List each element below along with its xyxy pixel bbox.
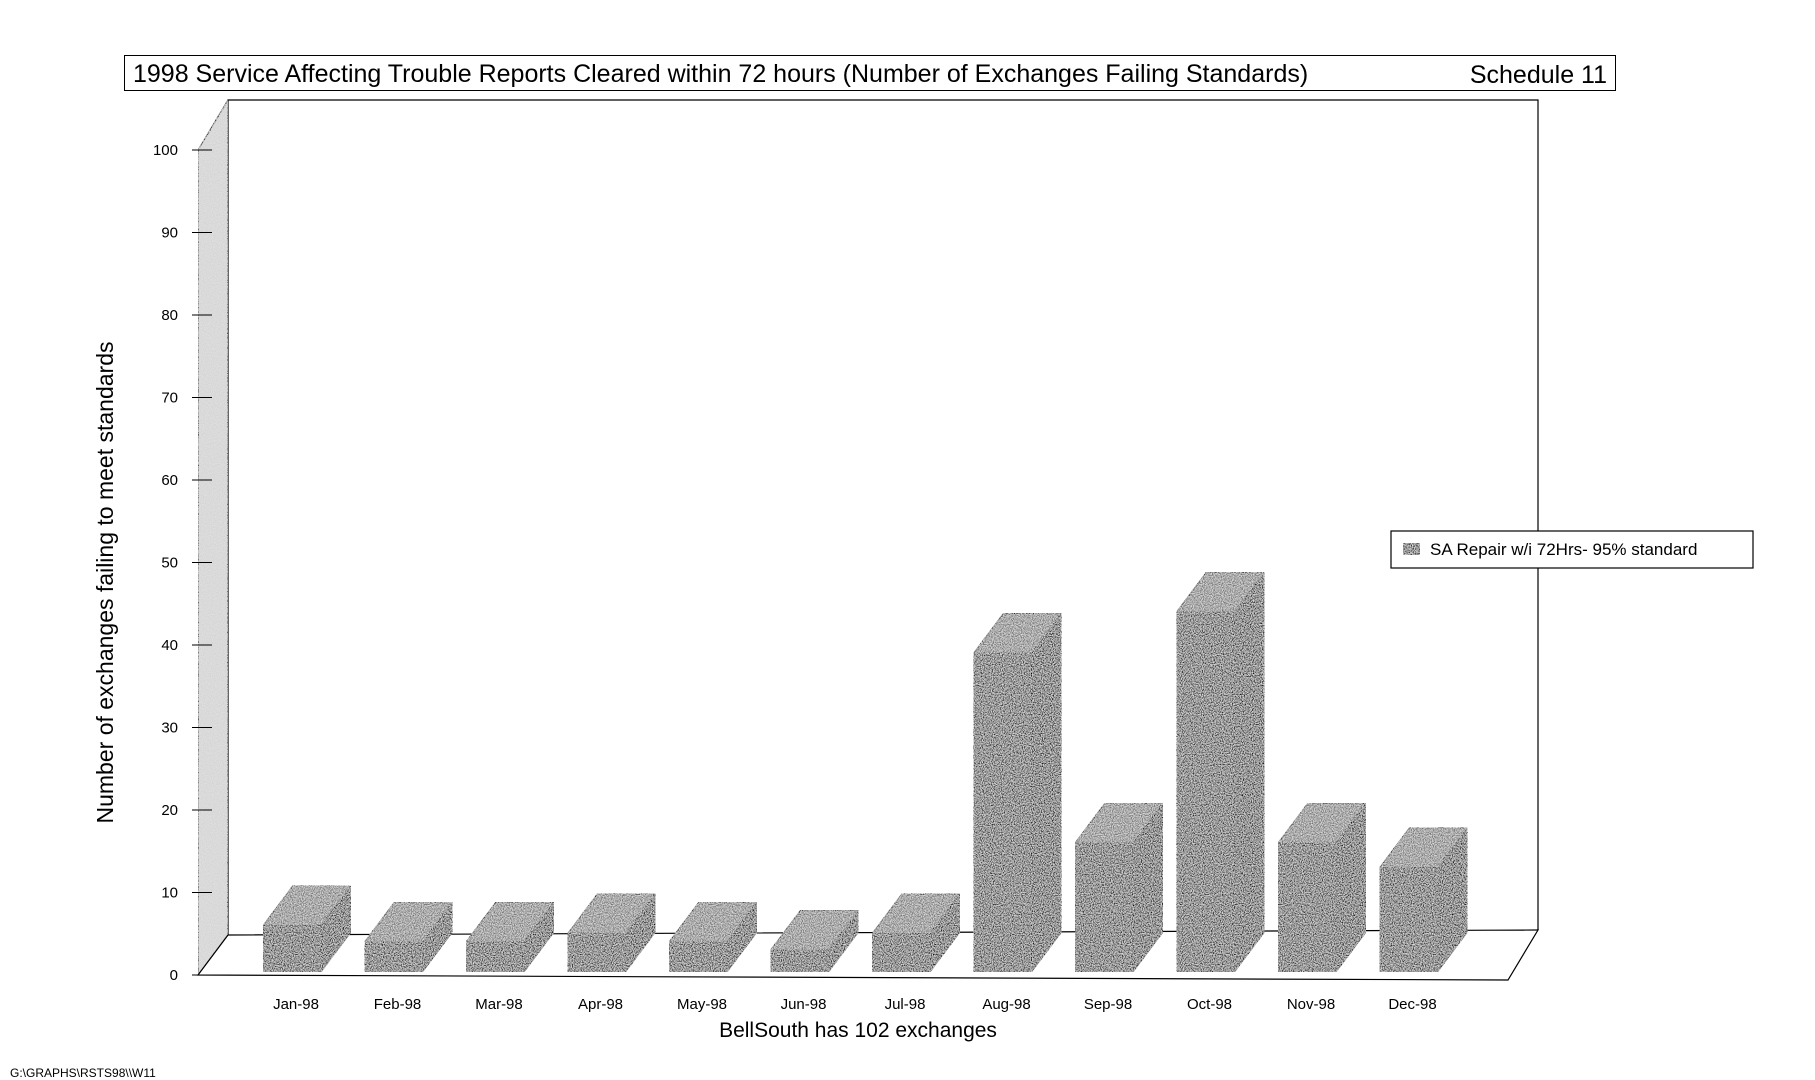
file-path-footer: G:\GRAPHS\RSTS98\\W11 bbox=[10, 1066, 156, 1080]
bar-side bbox=[1234, 570, 1265, 974]
x-tick-label: Feb-98 bbox=[374, 996, 422, 1013]
y-tick-label: 20 bbox=[161, 802, 178, 819]
bar-jan-98 bbox=[262, 925, 322, 973]
bar-top bbox=[1074, 802, 1164, 844]
y-axis-label: Number of exchanges failing to meet stan… bbox=[92, 342, 118, 824]
bar-oct-98 bbox=[1176, 611, 1235, 973]
schedule-label: Schedule 11 bbox=[1469, 61, 1607, 89]
chart-canvas: 0 10 20 30 40 50 60 70 80 90 100 Number of exchange… bbox=[92, 97, 1754, 1042]
x-tick-label: May-98 bbox=[677, 996, 727, 1013]
x-tick-label: Jul-98 bbox=[885, 996, 926, 1013]
x-tick-label: Mar-98 bbox=[475, 996, 523, 1013]
bar-top bbox=[972, 612, 1063, 654]
legend: SA Repair w/i 72Hrs- 95% standard bbox=[1390, 530, 1754, 569]
bar-top bbox=[871, 893, 961, 935]
y-tick-label: 0 bbox=[170, 967, 178, 984]
bars-group bbox=[262, 570, 1469, 974]
legend-swatch bbox=[1402, 542, 1421, 556]
bar-top bbox=[1277, 802, 1367, 844]
y-tick-label: 90 bbox=[161, 225, 178, 242]
chart-title-box: 1998 Service Affecting Trouble Reports C… bbox=[124, 55, 1616, 91]
bar-jun-98 bbox=[770, 949, 829, 973]
x-tick-label: Dec-98 bbox=[1388, 996, 1436, 1013]
bar-mar-98 bbox=[465, 941, 525, 973]
chart-frame: 0 10 20 30 40 50 60 70 80 90 100 Number of exchange… bbox=[8, 10, 1808, 1070]
y-tick-label: 30 bbox=[161, 720, 178, 737]
bar-top bbox=[262, 885, 352, 926]
bar-dec-98 bbox=[1379, 867, 1438, 973]
bar-top bbox=[668, 901, 758, 943]
bar-aug-98 bbox=[973, 652, 1032, 973]
bar-top bbox=[1175, 571, 1266, 613]
x-axis-label: BellSouth has 102 exchanges bbox=[719, 1019, 997, 1042]
y-tick-label: 60 bbox=[161, 472, 178, 489]
bar-top bbox=[363, 901, 454, 943]
x-tick-label: Jun-98 bbox=[781, 996, 827, 1013]
y-tick-label: 70 bbox=[161, 390, 178, 407]
legend-box bbox=[1390, 530, 1754, 569]
bar-top bbox=[465, 901, 555, 943]
x-tick-label: Oct-98 bbox=[1187, 996, 1232, 1013]
bar-side bbox=[1031, 611, 1062, 974]
x-tick-label: Aug-98 bbox=[982, 996, 1030, 1013]
y-tick-label: 10 bbox=[161, 885, 178, 902]
bar-top bbox=[769, 909, 860, 951]
bar-feb-98 bbox=[364, 941, 423, 973]
y-tick-label: 100 bbox=[153, 142, 178, 159]
y-tick-label: 50 bbox=[161, 555, 178, 572]
bar-jul-98 bbox=[871, 933, 931, 973]
legend-label: SA Repair w/i 72Hrs- 95% standard bbox=[1430, 540, 1697, 559]
bar-top bbox=[566, 893, 657, 935]
bar-apr-98 bbox=[567, 933, 626, 973]
bar-top bbox=[1378, 827, 1469, 869]
bar-sep-98 bbox=[1074, 842, 1134, 973]
bar-may-98 bbox=[668, 941, 728, 973]
x-tick-label: Sep-98 bbox=[1084, 996, 1132, 1013]
x-tick-label: Apr-98 bbox=[578, 996, 623, 1013]
x-tick-label: Nov-98 bbox=[1287, 996, 1335, 1013]
y-tick-label: 80 bbox=[161, 307, 178, 324]
x-tick-label: Jan-98 bbox=[273, 996, 319, 1013]
y-tick-label: 40 bbox=[161, 637, 178, 654]
chart-title: 1998 Service Affecting Trouble Reports C… bbox=[133, 60, 1309, 88]
bar-nov-98 bbox=[1277, 842, 1337, 973]
plot-side-wall bbox=[197, 97, 229, 977]
